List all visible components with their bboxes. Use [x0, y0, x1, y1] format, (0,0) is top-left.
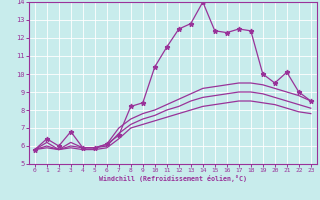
X-axis label: Windchill (Refroidissement éolien,°C): Windchill (Refroidissement éolien,°C)	[99, 175, 247, 182]
